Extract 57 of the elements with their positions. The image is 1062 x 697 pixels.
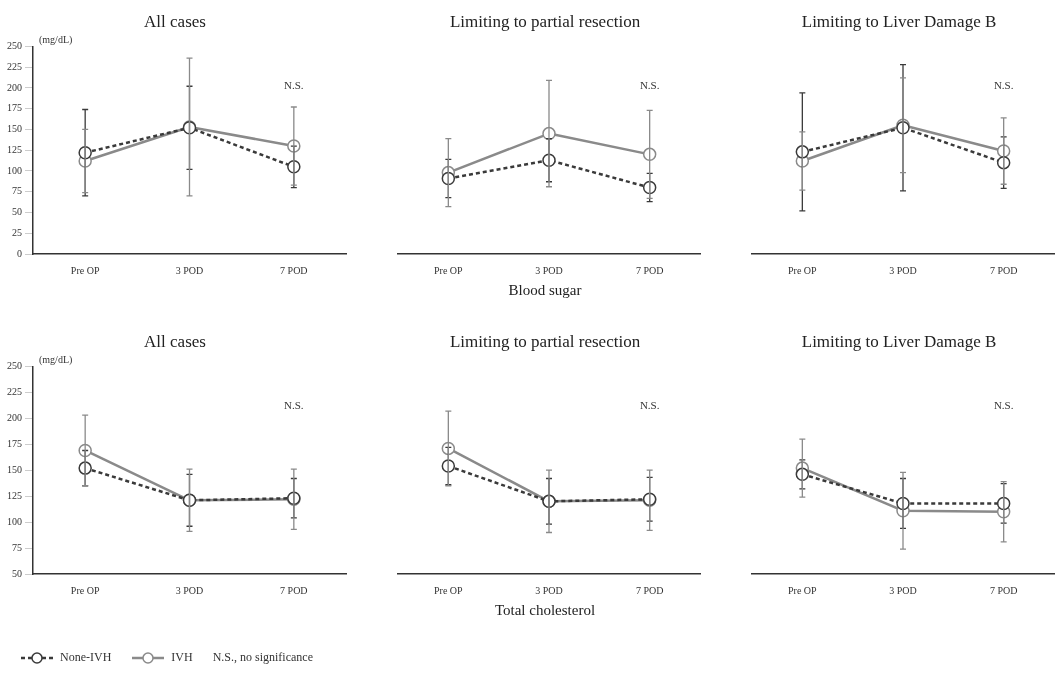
y-tick-label: 250 <box>7 40 22 52</box>
x-tick-label: Pre OP <box>788 584 818 596</box>
x-tick-label: 7 POD <box>635 264 664 276</box>
y-tick-label: 200 <box>7 81 22 93</box>
x-tick-label: Pre OP <box>434 264 464 276</box>
chart-title: Limiting to partial resection <box>449 11 641 31</box>
x-tick-label: 3 POD <box>535 264 563 276</box>
y-tick-label: 50 <box>12 567 22 579</box>
x-tick-label: 3 POD <box>889 264 917 276</box>
y-tick-label: 100 <box>7 164 22 176</box>
y-tick-label: 25 <box>12 226 22 238</box>
legend-label: None-IVH <box>60 650 112 665</box>
x-tick-label: 7 POD <box>280 264 308 276</box>
y-tick-label: 75 <box>12 541 22 553</box>
annotation: N.S. <box>639 79 660 92</box>
y-axis-title: (mg/dL) <box>39 354 73 367</box>
annotation: N.S. <box>284 399 304 412</box>
chart-title: Limiting to Liver Damage B <box>801 331 997 351</box>
x-tick-label: Pre OP <box>434 584 464 596</box>
y-tick-label: 175 <box>7 437 22 449</box>
chart-title: All cases <box>144 11 206 31</box>
y-tick-label: 225 <box>7 385 22 397</box>
annotation: N.S. <box>993 79 1014 92</box>
chart-title: All cases <box>144 331 206 351</box>
y-tick-label: 250 <box>7 360 22 372</box>
chart-title: Limiting to Liver Damage B <box>801 11 997 31</box>
y-tick-label: 0 <box>17 247 22 259</box>
y-tick-label: 225 <box>7 60 22 72</box>
y-tick-label: 75 <box>12 185 22 197</box>
x-tick-label: 3 POD <box>175 584 204 596</box>
chart-title: Limiting to partial resection <box>449 331 641 351</box>
y-tick-label: 50 <box>12 206 22 218</box>
y-tick-label: 125 <box>7 489 22 501</box>
y-tick-label: 150 <box>7 123 22 135</box>
x-tick-label: 7 POD <box>635 584 664 596</box>
x-tick-label: 3 POD <box>175 264 204 276</box>
x-tick-label: 7 POD <box>989 584 1018 596</box>
x-tick-label: 7 POD <box>989 264 1018 276</box>
x-tick-label: 3 POD <box>535 584 563 596</box>
legend-label: IVH <box>171 650 193 665</box>
y-axis-title: (mg/dL) <box>39 34 73 47</box>
annotation: N.S. <box>284 79 304 92</box>
annotation: N.S. <box>993 399 1014 412</box>
y-tick-label: 125 <box>7 143 22 155</box>
x-tick-label: 7 POD <box>280 584 308 596</box>
y-tick-label: 150 <box>7 463 22 475</box>
x-tick-label: Pre OP <box>788 264 818 276</box>
x-tick-label: Pre OP <box>70 584 100 596</box>
text: N.S., no significance <box>212 650 313 665</box>
x-tick-label: 3 POD <box>889 584 917 596</box>
y-tick-label: 175 <box>7 102 22 114</box>
x-tick-label: Pre OP <box>70 264 100 276</box>
y-tick-label: 100 <box>7 515 22 527</box>
annotation: N.S. <box>639 399 660 412</box>
x-axis-title: Blood sugar <box>507 282 583 299</box>
y-tick-label: 200 <box>7 411 22 423</box>
x-axis-title: Total cholesterol <box>493 602 597 619</box>
